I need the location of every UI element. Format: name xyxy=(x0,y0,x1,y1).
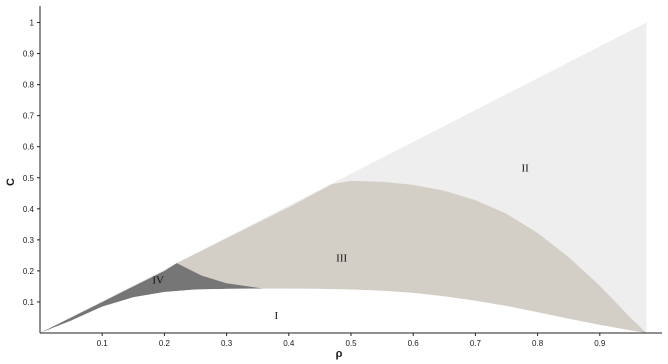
x-axis-title: ρ xyxy=(336,348,343,360)
y-tick-label: 0.6 xyxy=(23,143,35,152)
x-tick-label: 0.3 xyxy=(221,339,233,348)
x-tick-label: 0.9 xyxy=(594,339,606,348)
regions-layer xyxy=(40,22,647,333)
y-tick-label: 0.3 xyxy=(23,236,35,245)
y-tick-label: 0.2 xyxy=(23,267,35,276)
y-tick-label: 0.4 xyxy=(23,205,35,214)
x-tick-label: 0.1 xyxy=(97,339,109,348)
x-tick-label: 0.7 xyxy=(470,339,482,348)
region-i-area xyxy=(40,288,647,333)
region-label-i: I xyxy=(275,310,279,322)
region-label-iv: IV xyxy=(152,274,164,286)
x-tick-label: 0.5 xyxy=(345,339,357,348)
y-axis-title: C xyxy=(5,178,17,186)
ticks-layer: 0.1 0.2 0.3 0.4 0.5 0.6 0.7 0.8 0.9 0.1 0.2 0.3 0.4 0… xyxy=(23,19,606,348)
y-tick-label: 0.5 xyxy=(23,174,35,183)
x-tick-label: 0.2 xyxy=(159,339,171,348)
x-tick-label: 0.8 xyxy=(532,339,544,348)
region-iv-area xyxy=(40,263,264,333)
region-label-ii: II xyxy=(521,163,529,175)
x-tick-label: 0.4 xyxy=(283,339,295,348)
y-tick-label: 0.9 xyxy=(23,50,35,59)
region-iii-area xyxy=(176,180,647,333)
y-tick-label: 0.1 xyxy=(23,298,35,307)
y-tick-label: 0.7 xyxy=(23,112,35,121)
y-tick-label: 0.8 xyxy=(23,81,35,90)
x-tick-label: 0.6 xyxy=(408,339,420,348)
region-label-iii: III xyxy=(336,253,347,265)
y-tick-label: 1 xyxy=(30,19,35,28)
